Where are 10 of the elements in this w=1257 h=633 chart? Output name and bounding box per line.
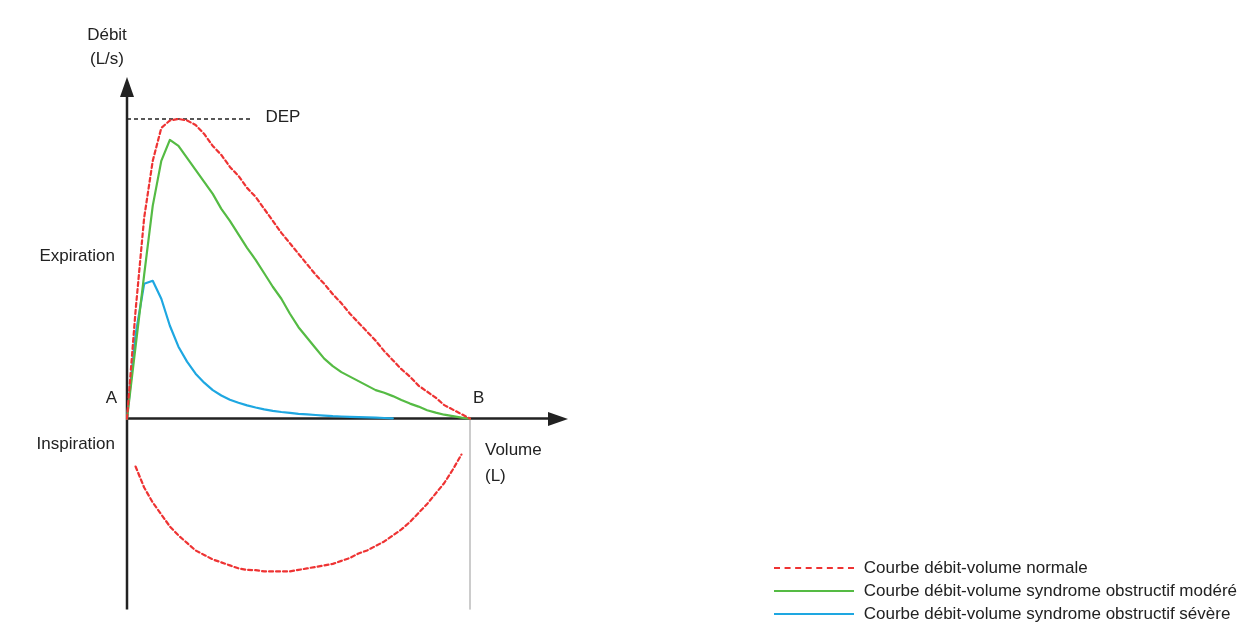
legend-label: Courbe débit-volume syndrome obstructif modéré — [863, 580, 1237, 601]
text: A — [105, 388, 118, 408]
legend-label: Courbe débit-volume syndrome obstructif sévère — [863, 603, 1231, 624]
annotation: B — [473, 388, 485, 408]
x-axis-title: Volume (L) — [485, 440, 542, 486]
legend-label: Courbe débit-volume normale — [863, 557, 1088, 578]
text: Expiration — [39, 246, 115, 266]
ref-line-label: DEP — [265, 106, 301, 126]
text: Inspiration — [36, 434, 115, 454]
y-axis-title: Débit (L/s) — [87, 24, 128, 68]
